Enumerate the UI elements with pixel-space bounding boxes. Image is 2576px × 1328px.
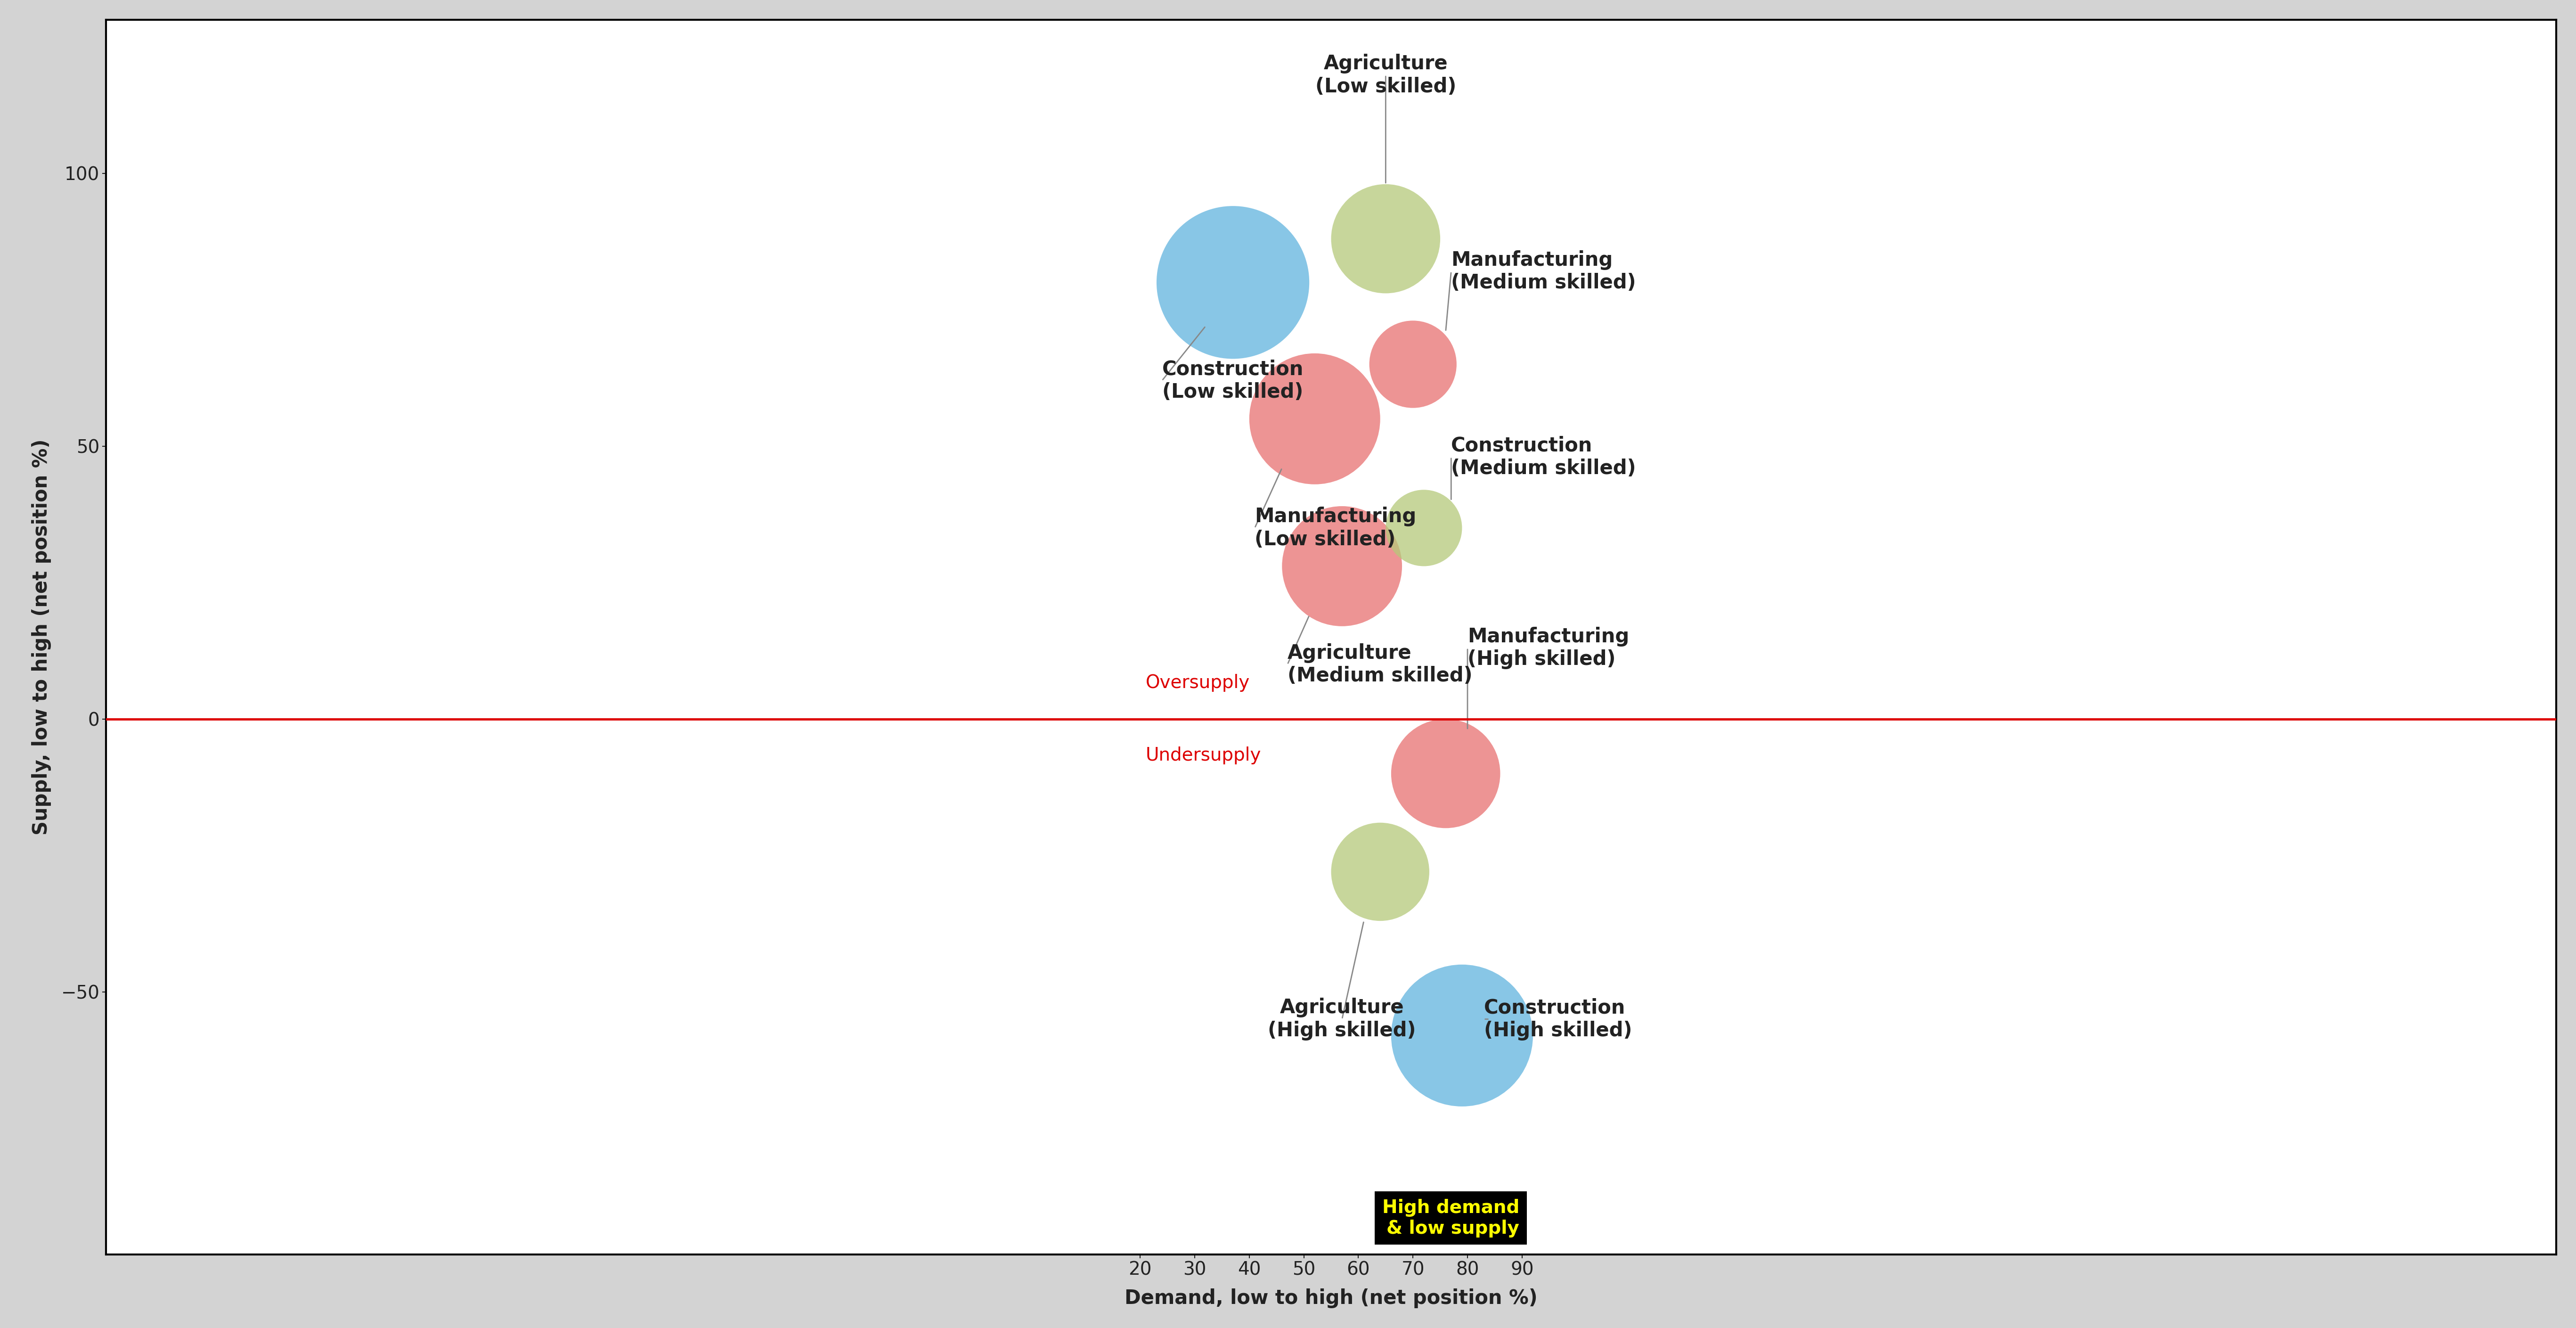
Circle shape — [1332, 185, 1440, 293]
Circle shape — [1391, 718, 1499, 829]
Text: High demand
& low supply: High demand & low supply — [1383, 1199, 1520, 1238]
Circle shape — [1386, 490, 1463, 566]
Text: Manufacturing
(Low skilled): Manufacturing (Low skilled) — [1255, 507, 1417, 550]
Text: Oversupply: Oversupply — [1146, 673, 1249, 692]
Text: Construction
(High skilled): Construction (High skilled) — [1484, 997, 1633, 1040]
Circle shape — [1370, 320, 1455, 408]
Text: Agriculture
(Low skilled): Agriculture (Low skilled) — [1316, 53, 1455, 97]
Text: Agriculture
(Medium skilled): Agriculture (Medium skilled) — [1288, 643, 1473, 685]
Text: Construction
(Medium skilled): Construction (Medium skilled) — [1450, 436, 1636, 478]
Text: Agriculture
(High skilled): Agriculture (High skilled) — [1267, 997, 1417, 1040]
Circle shape — [1391, 964, 1533, 1106]
Text: Manufacturing
(High skilled): Manufacturing (High skilled) — [1468, 627, 1628, 669]
Circle shape — [1249, 353, 1381, 485]
Y-axis label: Supply, low to high (net position %): Supply, low to high (net position %) — [31, 440, 52, 835]
Circle shape — [1157, 206, 1309, 359]
Text: Construction
(Low skilled): Construction (Low skilled) — [1162, 360, 1303, 402]
X-axis label: Demand, low to high (net position %): Demand, low to high (net position %) — [1126, 1288, 1538, 1308]
Text: Manufacturing
(Medium skilled): Manufacturing (Medium skilled) — [1450, 250, 1636, 293]
Text: Undersupply: Undersupply — [1146, 746, 1262, 764]
Circle shape — [1283, 506, 1401, 627]
Circle shape — [1332, 822, 1430, 920]
